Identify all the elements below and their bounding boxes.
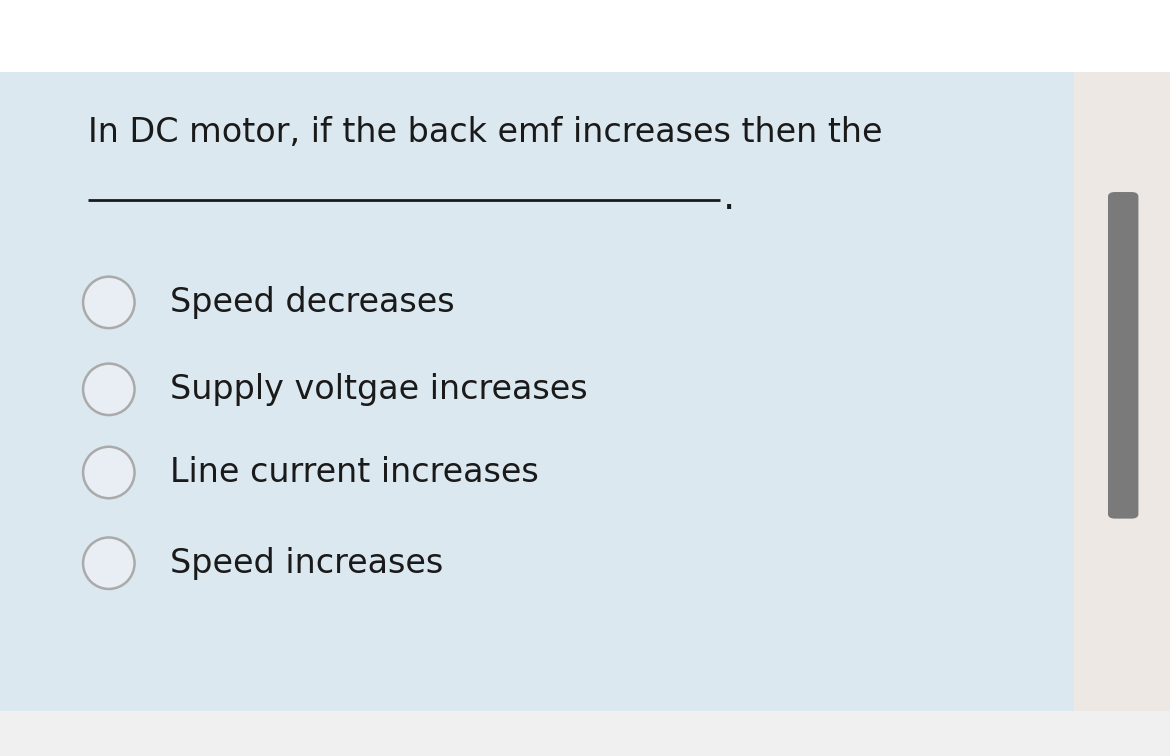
Text: Line current increases: Line current increases xyxy=(170,456,538,489)
Text: Speed decreases: Speed decreases xyxy=(170,286,454,319)
Text: .: . xyxy=(723,179,736,217)
Ellipse shape xyxy=(83,277,135,328)
FancyBboxPatch shape xyxy=(0,0,1170,72)
Text: Supply voltgae increases: Supply voltgae increases xyxy=(170,373,587,406)
Text: In DC motor, if the back emf increases then the: In DC motor, if the back emf increases t… xyxy=(88,116,882,149)
Text: Speed increases: Speed increases xyxy=(170,547,443,580)
Ellipse shape xyxy=(83,538,135,589)
Ellipse shape xyxy=(83,447,135,498)
FancyBboxPatch shape xyxy=(1074,72,1170,711)
FancyBboxPatch shape xyxy=(1108,192,1138,519)
FancyBboxPatch shape xyxy=(0,711,1170,756)
Ellipse shape xyxy=(83,364,135,415)
